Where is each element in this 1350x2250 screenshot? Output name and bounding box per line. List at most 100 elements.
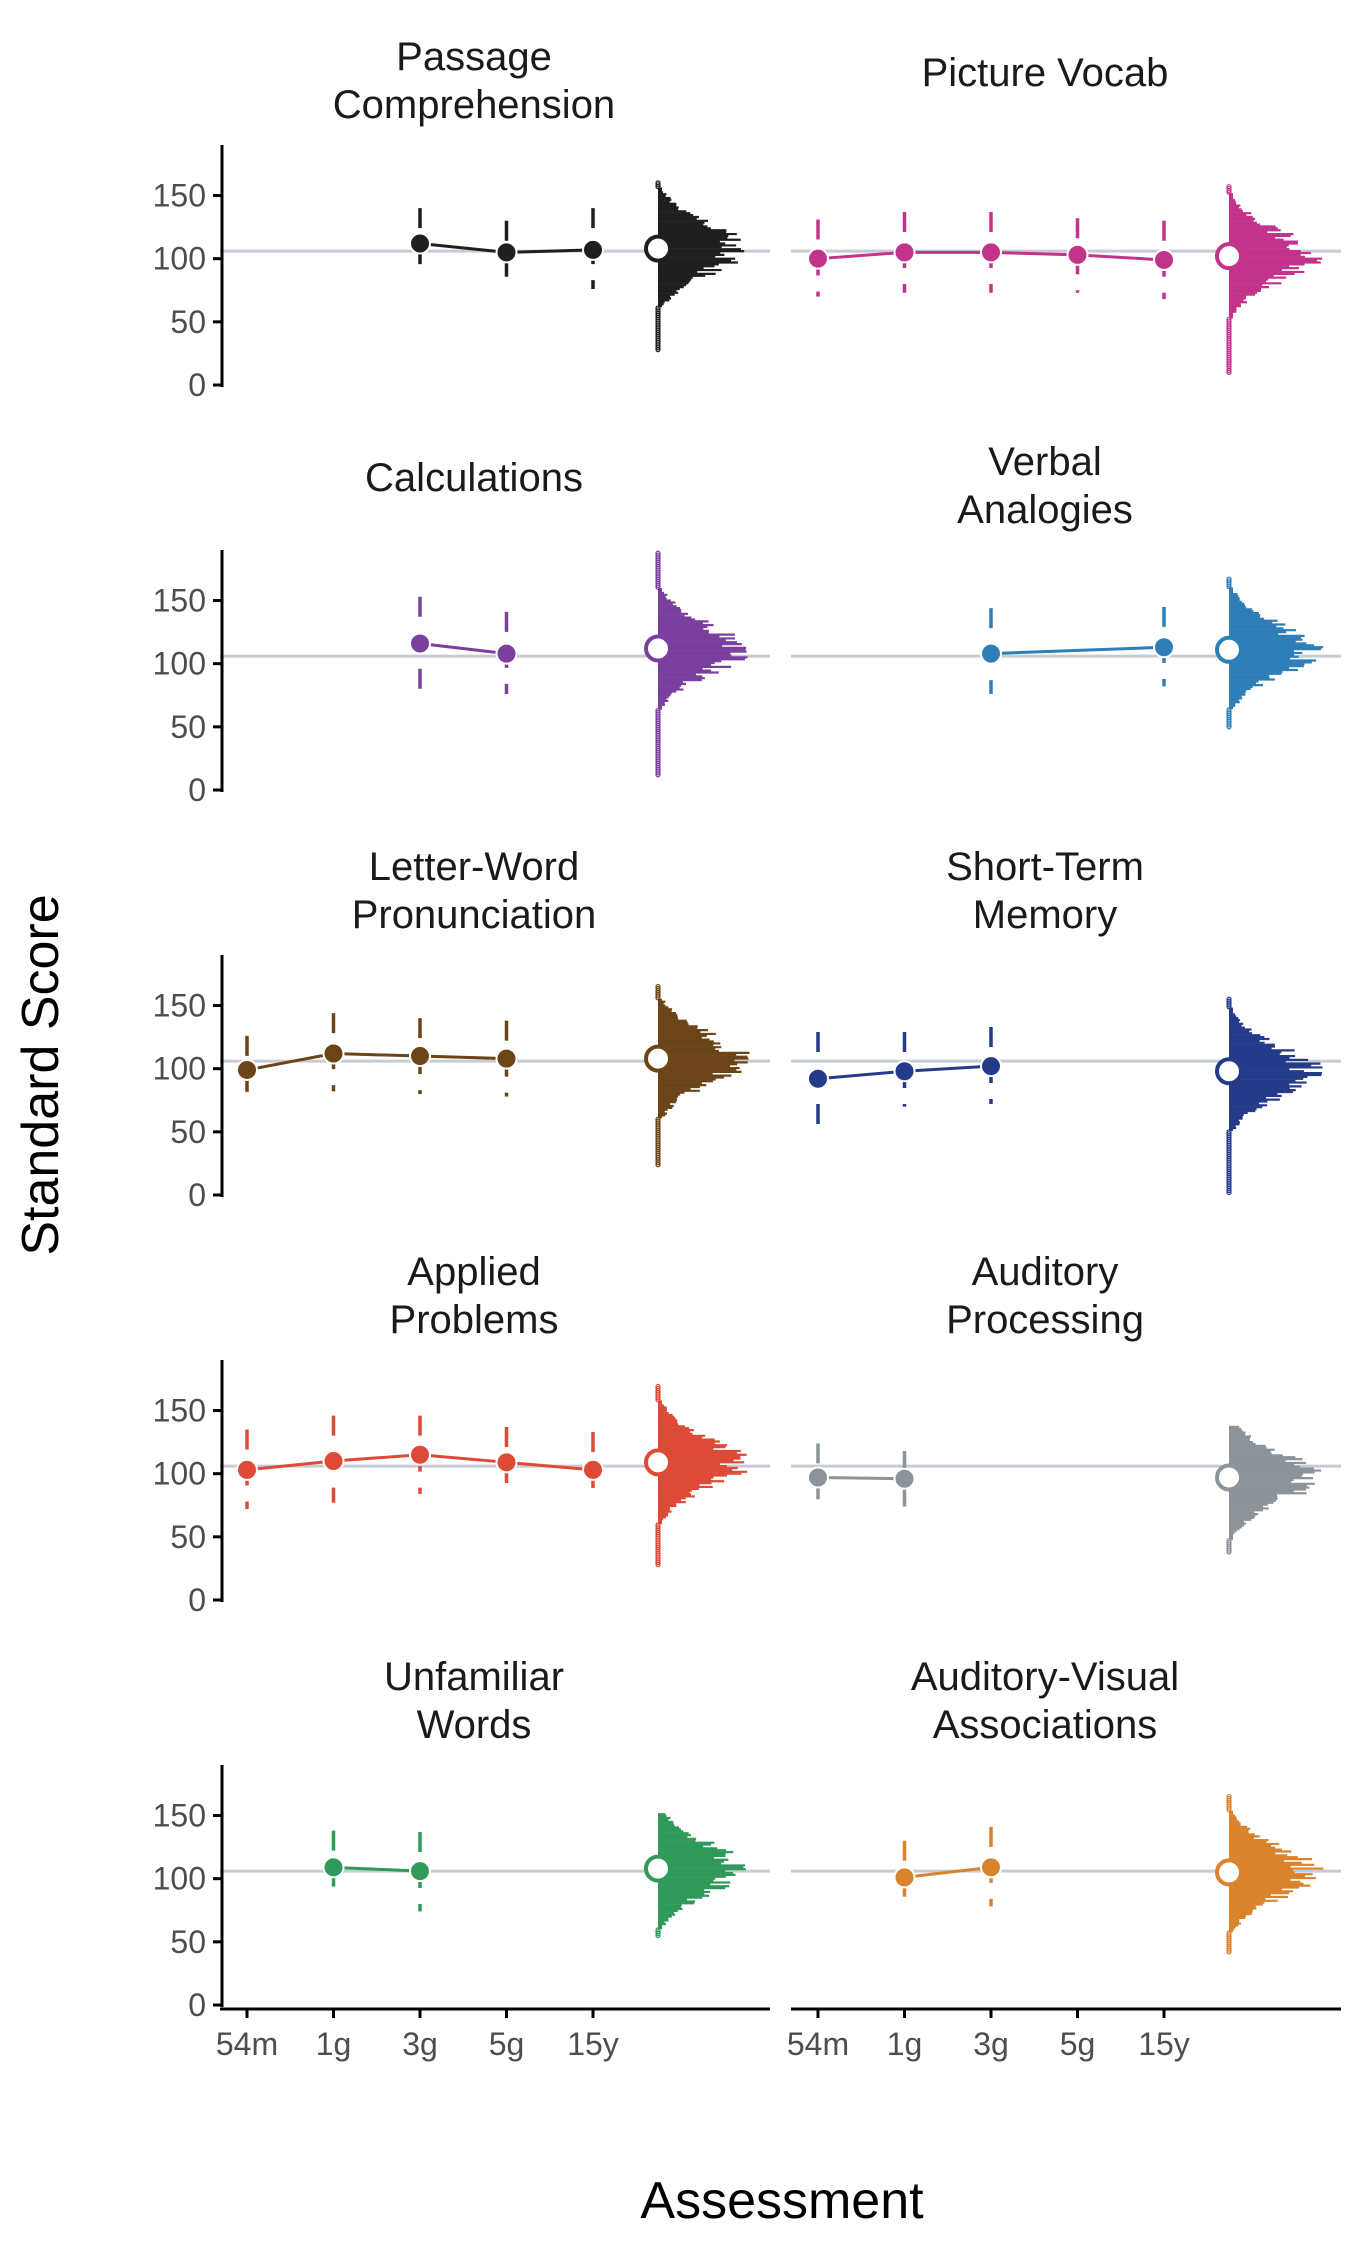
- y-tick-label: 150: [153, 583, 206, 619]
- series-line: [333, 1865, 421, 1873]
- series-line: [419, 641, 507, 656]
- distribution-dot: [655, 1524, 661, 1530]
- panel-2: Calculations 0 50 100 150: [153, 456, 770, 808]
- panel-title-line: Picture Vocab: [922, 51, 1169, 95]
- data-point: [495, 241, 518, 264]
- y-tick-label: 100: [153, 241, 206, 277]
- overall-mean-marker: [644, 1854, 672, 1883]
- x-tick-label: 54m: [787, 2026, 849, 2062]
- data-point: [893, 241, 916, 264]
- data-point: [582, 1458, 604, 1481]
- series-line: [904, 1865, 992, 1879]
- overall-mean-marker: [644, 1448, 672, 1477]
- data-point: [1153, 248, 1175, 271]
- distribution-dot: [1226, 185, 1232, 192]
- distribution-dot: [1226, 578, 1232, 584]
- panel-title-line: Auditory: [972, 1250, 1119, 1294]
- overall-mean-marker: [1215, 635, 1243, 664]
- data-point: [582, 238, 604, 261]
- y-tick-label: 0: [188, 367, 206, 403]
- panel-title-line: Verbal: [988, 440, 1101, 484]
- panel-title-line: Passage: [396, 35, 552, 79]
- distribution-dot: [655, 1383, 661, 1390]
- panel-title-line: Comprehension: [333, 83, 615, 127]
- y-tick-label: 150: [153, 1798, 206, 1834]
- distribution-dot: [1226, 1793, 1232, 1800]
- data-point: [322, 1856, 345, 1879]
- panel-title: Auditory-Visual Associations: [911, 1655, 1179, 1747]
- data-point: [236, 1458, 258, 1481]
- overall-mean-marker: [1215, 1057, 1243, 1086]
- data-point: [893, 1060, 916, 1083]
- panel-5: Short-Term Memory: [791, 845, 1341, 1196]
- panel-6: Applied Problems 0 50 100 150: [153, 1250, 770, 1618]
- data-point: [495, 1451, 518, 1474]
- y-tick-label: 50: [170, 709, 206, 745]
- panel-title: Verbal Analogies: [957, 440, 1133, 532]
- data-point: [980, 642, 1002, 665]
- y-tick-label: 0: [188, 1987, 206, 2023]
- x-tick-label: 3g: [973, 2026, 1009, 2062]
- data-point: [495, 1047, 518, 1070]
- panel-title: Passage Comprehension: [333, 35, 615, 127]
- distribution-dot: [655, 550, 661, 556]
- panel-title-line: Applied: [407, 1250, 540, 1294]
- overall-mean-marker: [1215, 1463, 1243, 1492]
- panel-title-line: Associations: [933, 1703, 1158, 1747]
- distribution-dot: [1226, 184, 1232, 190]
- data-point: [495, 642, 518, 665]
- panel-7: Auditory Processing: [791, 1250, 1341, 1555]
- y-tick-label: 150: [153, 988, 206, 1024]
- panel-title: Letter-Word Pronunciation: [352, 845, 597, 937]
- distribution-dot: [655, 552, 661, 558]
- x-tick-label: 1g: [887, 2026, 923, 2062]
- series-line: [817, 1475, 905, 1481]
- y-tick-label: 0: [188, 1177, 206, 1213]
- data-point: [807, 247, 829, 270]
- series-line: [990, 645, 1165, 656]
- data-point: [409, 632, 431, 655]
- data-point: [409, 232, 431, 255]
- distribution-dot: [655, 307, 661, 313]
- y-tick-label: 50: [170, 1519, 206, 1555]
- distribution-dot: [655, 1929, 661, 1935]
- panel-title-line: Short-Term: [946, 845, 1144, 889]
- distribution-dot: [1226, 576, 1232, 582]
- distribution-dot: [655, 1385, 661, 1392]
- y-tick-label: 150: [153, 1393, 206, 1429]
- panel-1: Picture Vocab: [791, 51, 1341, 375]
- data-point: [236, 1058, 258, 1081]
- y-axis-title: Standard Score: [12, 894, 70, 1255]
- distribution-dot: [655, 985, 661, 992]
- overall-mean-marker: [644, 1044, 672, 1073]
- overall-mean-marker: [644, 634, 672, 663]
- series-line: [246, 1052, 507, 1072]
- panel-title: Short-Term Memory: [946, 845, 1144, 937]
- overall-mean-marker: [1215, 1858, 1243, 1887]
- x-tick-label: 54m: [216, 2026, 278, 2062]
- y-tick-label: 100: [153, 1051, 206, 1087]
- distribution-dot: [655, 709, 661, 715]
- panel-title: Auditory Processing: [946, 1250, 1144, 1342]
- data-point: [980, 1055, 1002, 1078]
- panel-title: Calculations: [365, 456, 583, 500]
- panel-title-line: Problems: [390, 1298, 559, 1342]
- panel-title-line: Auditory-Visual: [911, 1655, 1179, 1699]
- data-point: [807, 1067, 829, 1090]
- data-point: [893, 1467, 916, 1490]
- distribution-dot: [1226, 1795, 1232, 1802]
- distribution-dot: [655, 182, 661, 188]
- overall-mean-marker: [1215, 242, 1243, 271]
- panel-title-line: Unfamiliar: [384, 1655, 564, 1699]
- distribution-dot: [1226, 1932, 1232, 1938]
- data-point: [322, 1042, 345, 1065]
- y-tick-label: 0: [188, 1582, 206, 1618]
- panel-title-line: Words: [417, 1703, 532, 1747]
- data-point: [409, 1443, 431, 1466]
- y-tick-label: 50: [170, 304, 206, 340]
- distribution-dot: [1226, 1131, 1232, 1137]
- data-point: [807, 1466, 829, 1489]
- panel-title-line: Analogies: [957, 488, 1133, 532]
